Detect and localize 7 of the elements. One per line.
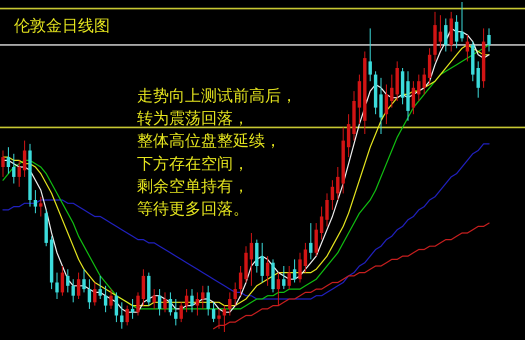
annotation: 等待更多回落。 (137, 199, 249, 218)
annotation: 剩余空单持有， (137, 176, 249, 196)
annotation: 下方存在空间， (137, 154, 249, 173)
text: 伦敦金日线图 (14, 16, 110, 35)
annotation: 走势向上测试前高后， (137, 86, 297, 105)
annotation: 整体高位盘整延续， (137, 131, 281, 150)
annotation: 转为震荡回落， (137, 108, 249, 128)
